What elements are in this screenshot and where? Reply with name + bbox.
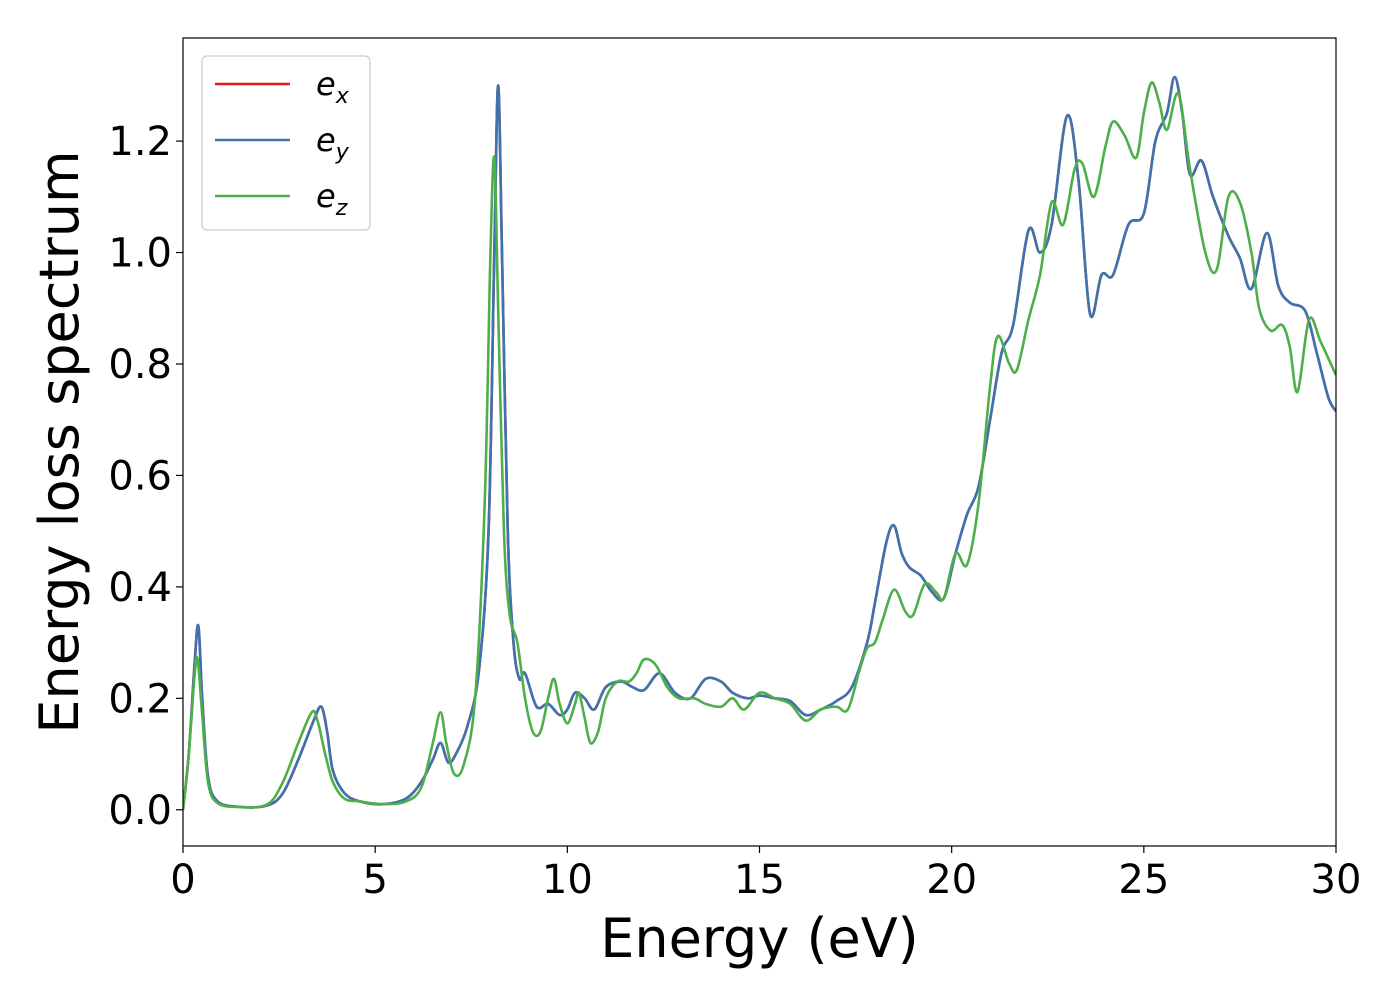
- y-tick-label: 0.2: [108, 676, 172, 722]
- series-line-ez: [183, 81, 1336, 810]
- y-tick-label: 0.0: [108, 788, 172, 834]
- x-tick-label: 15: [734, 857, 785, 903]
- y-tick-label: 0.4: [108, 565, 172, 611]
- x-tick-label: 20: [926, 857, 977, 903]
- y-axis: 0.0 0.2 0.4 0.6 0.8 1.0 1.2: [108, 119, 183, 834]
- legend-label-ex: ex: [316, 65, 350, 109]
- y-tick-label: 0.6: [108, 453, 172, 499]
- x-axis-label: Energy (eV): [600, 907, 919, 970]
- x-tick-label: 5: [362, 857, 387, 903]
- legend-label-ey: ey: [316, 121, 350, 165]
- y-tick-label: 1.2: [108, 119, 172, 165]
- x-tick-label: 0: [170, 857, 195, 903]
- legend: ex ey ez: [201, 55, 371, 231]
- y-axis-label: Energy loss spectrum: [28, 150, 91, 733]
- legend-box: [201, 55, 371, 231]
- plot-area: [183, 75, 1336, 810]
- y-tick-label: 0.8: [108, 342, 172, 388]
- x-tick-label: 30: [1311, 857, 1362, 903]
- y-tick-label: 1.0: [108, 231, 172, 277]
- x-tick-label: 25: [1118, 857, 1169, 903]
- x-axis: 0 5 10 15 20 25 30: [170, 846, 1361, 903]
- x-tick-label: 10: [542, 857, 593, 903]
- legend-label-ez: ez: [316, 177, 348, 221]
